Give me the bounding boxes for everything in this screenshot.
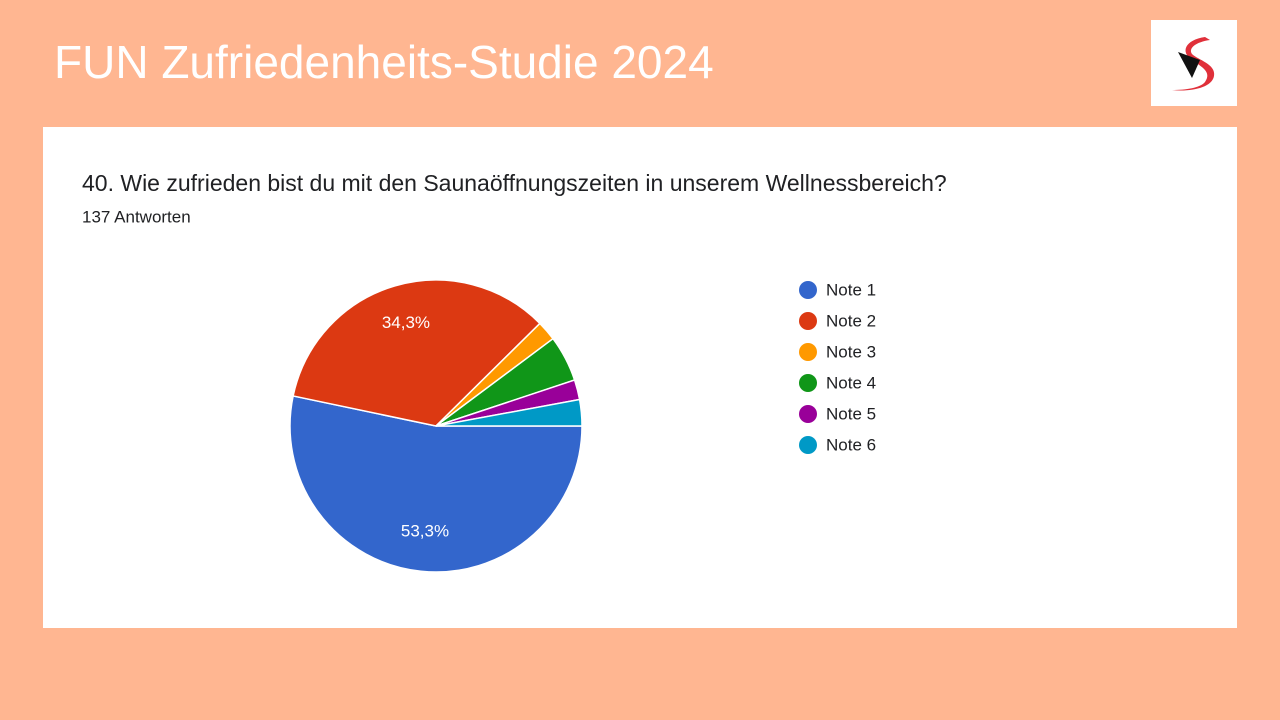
legend-label: Note 1	[826, 280, 876, 299]
legend-marker	[799, 405, 817, 423]
legend-label: Note 3	[826, 342, 876, 361]
pie-slice	[435, 398, 583, 427]
pie-slice	[289, 395, 583, 573]
legend-label: Note 4	[826, 373, 876, 392]
chart-subtitle: 137 Antworten	[82, 207, 191, 226]
legend-marker	[799, 312, 817, 330]
slice-label: 34,3%	[382, 313, 430, 332]
slide-title: FUN Zufriedenheits-Studie 2024	[54, 36, 714, 88]
slice-label: 53,3%	[401, 521, 449, 540]
legend: Note 1 Note 2 Note 3 Note 4 Note 5 Note 6	[799, 280, 876, 454]
pie: 53,3% 34,3%	[289, 279, 583, 573]
pie-slice	[292, 279, 541, 427]
chart-panel	[43, 127, 1237, 628]
legend-label: Note 2	[826, 311, 876, 330]
legend-label: Note 6	[826, 435, 876, 454]
legend-marker	[799, 374, 817, 392]
legend-marker	[799, 343, 817, 361]
legend-marker	[799, 281, 817, 299]
legend-label: Note 5	[826, 404, 876, 423]
legend-marker	[799, 436, 817, 454]
chart-title: 40. Wie zufrieden bist du mit den Saunaö…	[82, 170, 947, 196]
logo	[1172, 37, 1215, 91]
